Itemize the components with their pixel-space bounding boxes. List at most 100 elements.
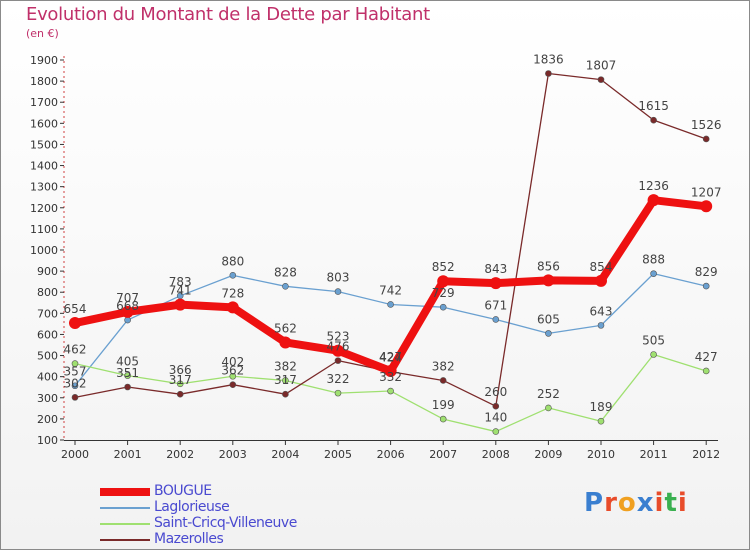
data-label: 362 bbox=[221, 364, 244, 378]
data-label: 562 bbox=[274, 321, 297, 335]
legend-label: Saint-Cricq-Villeneuve bbox=[154, 515, 297, 531]
data-point bbox=[124, 383, 131, 391]
data-labels: 654 707 741 728 562 523 427 852 843 856 854 1236 120… bbox=[64, 53, 722, 425]
data-point bbox=[597, 417, 605, 425]
x-tick-label: 2003 bbox=[219, 448, 247, 461]
data-point bbox=[334, 357, 342, 364]
data-point bbox=[124, 372, 131, 379]
data-label: 260 bbox=[484, 385, 507, 399]
data-label: 741 bbox=[169, 284, 192, 298]
data-point bbox=[71, 394, 79, 401]
y-tick-label: 1600 bbox=[30, 117, 58, 130]
data-label: 856 bbox=[537, 259, 560, 273]
data-point bbox=[334, 389, 342, 397]
data-point bbox=[545, 330, 552, 337]
x-tick-label: 2005 bbox=[324, 448, 352, 461]
x-tick-label: 2011 bbox=[640, 448, 668, 461]
series-points bbox=[69, 70, 713, 435]
data-point bbox=[226, 301, 239, 314]
data-label: 888 bbox=[642, 253, 665, 267]
logo-letter: r bbox=[604, 488, 618, 518]
data-label: 605 bbox=[537, 312, 560, 326]
x-tick-label: 2012 bbox=[692, 448, 720, 461]
legend-label: BOUGUE bbox=[154, 483, 212, 499]
data-point bbox=[492, 402, 500, 410]
data-label: 880 bbox=[221, 254, 244, 268]
data-label: 405 bbox=[116, 355, 139, 369]
data-point bbox=[702, 135, 710, 143]
data-point bbox=[174, 298, 187, 311]
data-point bbox=[176, 390, 184, 398]
y-tick-label: 1300 bbox=[30, 181, 58, 194]
data-label: 707 bbox=[116, 291, 139, 305]
data-point bbox=[69, 317, 81, 330]
y-tick-label: 500 bbox=[37, 350, 58, 363]
data-label: 643 bbox=[590, 304, 613, 318]
data-point bbox=[439, 415, 447, 423]
data-point bbox=[597, 322, 605, 329]
x-tick-label: 2007 bbox=[429, 448, 457, 461]
legend-label: Laglorieuse bbox=[154, 499, 230, 515]
data-label: 1526 bbox=[691, 118, 722, 132]
data-label: 366 bbox=[169, 363, 192, 377]
data-label: 1807 bbox=[586, 59, 617, 73]
data-label: 317 bbox=[169, 373, 192, 387]
data-label: 783 bbox=[169, 275, 192, 289]
data-point bbox=[650, 351, 657, 358]
data-point bbox=[595, 274, 607, 287]
data-point bbox=[700, 200, 713, 213]
data-label: 462 bbox=[64, 343, 87, 357]
y-tick-label: 1000 bbox=[30, 244, 58, 257]
x-tick-label: 2000 bbox=[61, 448, 89, 461]
logo-letter: i bbox=[654, 488, 665, 518]
data-label: 1836 bbox=[533, 53, 564, 67]
y-tick-label: 1800 bbox=[30, 75, 58, 88]
y-tick-label: 300 bbox=[37, 392, 58, 405]
y-tick-label: 900 bbox=[37, 265, 58, 278]
data-label: 351 bbox=[116, 366, 139, 380]
data-point bbox=[176, 380, 184, 388]
x-tick-label: 2004 bbox=[271, 448, 299, 461]
x-tick-label: 2010 bbox=[587, 448, 615, 461]
data-label: 476 bbox=[327, 340, 350, 354]
data-label: 302 bbox=[64, 376, 87, 390]
data-point bbox=[387, 387, 394, 395]
x-tick-label: 2001 bbox=[114, 448, 142, 461]
data-label: 854 bbox=[590, 260, 613, 274]
logo-letter: i bbox=[677, 488, 688, 518]
data-point bbox=[492, 428, 500, 435]
logo-letter: o bbox=[617, 488, 637, 518]
chart-title: Evolution du Montant de la Dette par Hab… bbox=[26, 4, 430, 25]
x-tick-label: 2002 bbox=[166, 448, 194, 461]
data-point bbox=[229, 381, 237, 388]
data-label: 1207 bbox=[691, 185, 722, 199]
data-point bbox=[71, 382, 79, 390]
data-point bbox=[282, 283, 289, 290]
data-label: 382 bbox=[274, 359, 297, 373]
chart-subtitle: (en €) bbox=[26, 27, 59, 40]
data-label: 728 bbox=[221, 286, 244, 300]
y-tick-label: 1100 bbox=[30, 223, 58, 236]
data-label: 427 bbox=[695, 350, 718, 364]
data-point bbox=[542, 274, 555, 287]
data-point bbox=[332, 344, 344, 357]
y-tick-label: 700 bbox=[37, 307, 58, 320]
y-tick-label: 100 bbox=[37, 434, 58, 447]
data-point bbox=[124, 316, 131, 324]
data-label: 332 bbox=[379, 370, 402, 384]
data-point bbox=[439, 303, 447, 311]
data-point bbox=[439, 377, 447, 384]
legend-label: Mazerolles bbox=[154, 531, 224, 547]
data-label: 803 bbox=[327, 271, 350, 285]
data-label: 742 bbox=[379, 283, 402, 297]
data-point bbox=[702, 367, 710, 375]
legend-swatch bbox=[100, 507, 150, 509]
data-point bbox=[121, 305, 134, 318]
logo-letter: x bbox=[636, 488, 655, 518]
data-point bbox=[282, 377, 289, 384]
data-label: 252 bbox=[537, 387, 560, 401]
data-label: 424 bbox=[379, 351, 402, 365]
data-label: 427 bbox=[379, 350, 402, 364]
data-label: 729 bbox=[432, 286, 455, 300]
